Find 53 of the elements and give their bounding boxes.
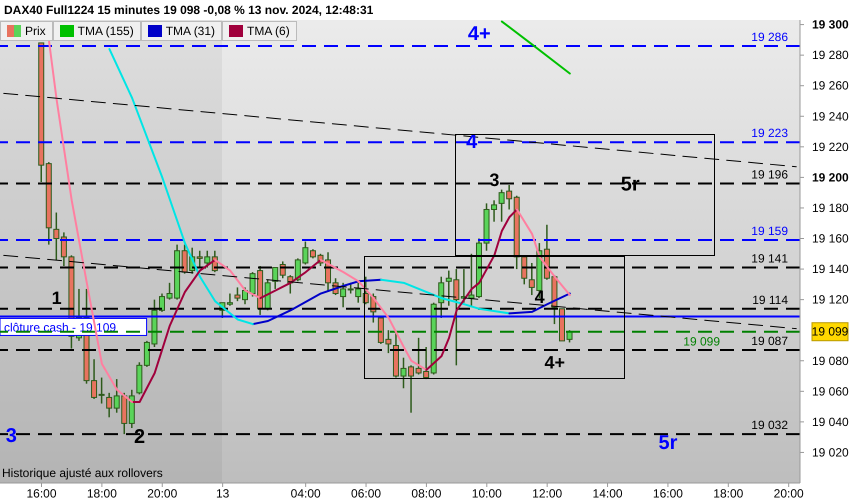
y-tick-label: 19 300 (812, 18, 850, 32)
ref-line-label: 19 114 (752, 292, 788, 307)
y-tick-label: 19 260 (812, 78, 850, 93)
y-tick-label: 19 280 (812, 48, 850, 62)
x-tick-label: 06:00 (351, 486, 382, 500)
ref-line-label: 19 286 (751, 30, 788, 44)
x-tick-label: 14:00 (592, 486, 623, 500)
y-tick-label: 19 060 (812, 384, 850, 398)
x-tick-label: 10:00 (472, 486, 502, 500)
line-series (508, 292, 571, 314)
legend-label: TMA (6) (247, 24, 290, 38)
annotation: Historique ajusté aux rollovers (2, 466, 163, 480)
ref-line-label: 19 032 (751, 418, 788, 432)
y-tick-label: 19 120 (812, 292, 850, 307)
x-tick-label: 18:00 (713, 486, 744, 500)
annotation: 4+ (468, 22, 491, 45)
annotation: 3 (6, 425, 17, 448)
y-tick-label: 19 220 (812, 140, 850, 154)
y-tick-label: 19 160 (812, 232, 850, 246)
x-tick-label: 20:00 (774, 486, 804, 500)
line-series (380, 278, 510, 314)
x-tick-label: 16:00 (26, 486, 57, 500)
x-tick-label: 13 (216, 486, 230, 500)
y-tick-label: 19 240 (812, 109, 850, 124)
x-tick-label: 18:00 (86, 486, 118, 500)
x-tick-label: 08:00 (411, 486, 442, 500)
ref-line-label: 19 099 (683, 334, 720, 349)
x-tick-label: 16:00 (652, 486, 684, 500)
y-tick-label: 19 080 (812, 354, 850, 368)
ref-line-label: 19 141 (751, 252, 788, 266)
annotation: 1 (52, 288, 62, 308)
annotation: 4 (534, 287, 545, 308)
chart-title: DAX40 Full1224 15 minutes 19 098 -0,08 % 13 nov. 2024, 12:48:31 (4, 3, 374, 17)
y-tick-label: 19 140 (812, 262, 850, 276)
legend-label: Prix (25, 24, 46, 38)
legend-label: TMA (155) (78, 24, 134, 38)
ref-line-label: 19 159 (751, 224, 788, 238)
y-tick-label: 19 180 (812, 200, 850, 215)
text: 19 099 (812, 324, 849, 339)
legend-label: TMA (31) (166, 24, 216, 38)
annotation: 2 (134, 426, 146, 448)
x-tick-label: 04:00 (290, 486, 321, 500)
annotation: 5r (658, 432, 678, 454)
line-series (252, 278, 382, 326)
x-tick-label: 20:00 (147, 486, 178, 500)
y-tick-label: 19 020 (812, 445, 850, 460)
ref-line-label: 19 223 (751, 126, 788, 140)
y-tick-label: 19 040 (812, 414, 850, 429)
ref-line-label: 19 196 (751, 168, 788, 182)
ref-line-label: 19 087 (751, 334, 788, 348)
annotation: 4+ (544, 352, 565, 372)
y-tick-label: 19 200 (812, 170, 850, 184)
x-tick-label: 12:00 (532, 486, 563, 500)
